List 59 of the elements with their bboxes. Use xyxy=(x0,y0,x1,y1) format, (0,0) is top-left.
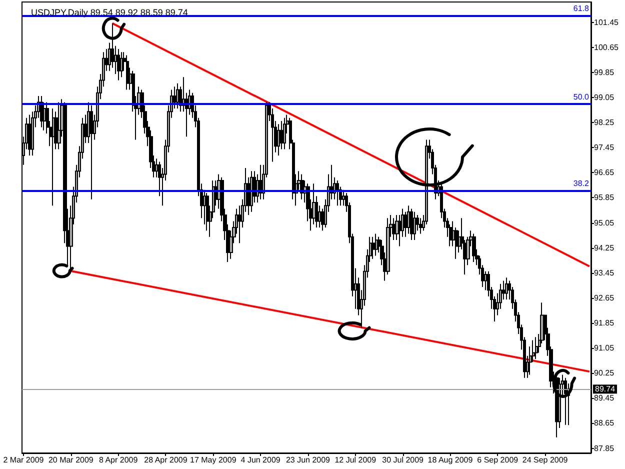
y-tick-label: 101.45 xyxy=(594,18,620,27)
ref-line-label: 89.74 xyxy=(595,384,616,394)
candlestick xyxy=(57,102,61,150)
y-tick-label: 95.85 xyxy=(594,193,615,202)
text: USDJPY,Daily 89.54 89.92 88.59 89.74 xyxy=(31,8,188,18)
x-tick-label: 30 Jul 2009 xyxy=(382,456,424,464)
y-tick-label: 97.45 xyxy=(594,143,615,152)
candlestick xyxy=(90,104,93,200)
candlestick xyxy=(283,117,286,150)
candlestick xyxy=(472,233,476,262)
annotation: 50.0 xyxy=(573,92,590,102)
candlestick xyxy=(419,218,422,234)
y-tick-label: 91.05 xyxy=(594,344,615,353)
candlestick xyxy=(259,164,262,200)
x-tick-label: 23 Jun 2009 xyxy=(286,456,331,464)
y-tick-label: 89.45 xyxy=(594,394,615,403)
candlestick xyxy=(535,336,538,360)
candlestick xyxy=(40,95,43,128)
x-tick-label: 20 Mar 2009 xyxy=(48,456,94,464)
y-tick-label: 99.85 xyxy=(594,68,615,77)
y-tick-label: 91.85 xyxy=(594,318,615,328)
candlestick xyxy=(336,180,339,206)
x-tick-label: 6 Sep 2009 xyxy=(477,456,519,464)
y-tick-label: 87.85 xyxy=(594,444,615,453)
y-tick-label: 93.45 xyxy=(594,268,615,278)
candlestick xyxy=(126,54,129,90)
candlestick xyxy=(372,236,375,260)
candlestick xyxy=(117,48,120,81)
x-tick-label: 18 Aug 2009 xyxy=(428,456,474,464)
x-tick-label: 8 Apr 2009 xyxy=(98,456,138,464)
x-tick-label: 4 Jun 2009 xyxy=(240,456,281,464)
x-tick-label: 28 Apr 2009 xyxy=(144,456,188,464)
candlestick xyxy=(505,277,508,300)
y-tick-label: 88.65 xyxy=(594,418,615,428)
y-tick-label: 92.65 xyxy=(594,293,615,302)
y-tick-label: 96.65 xyxy=(594,168,615,178)
x-tick-label: 24 Sep 2009 xyxy=(522,456,568,464)
y-tick-label: 100.65 xyxy=(594,42,620,52)
y-tick-label: 98.25 xyxy=(594,118,615,128)
y-tick-label: 94.25 xyxy=(594,243,615,252)
candlestick xyxy=(564,377,567,426)
candlestick xyxy=(120,52,123,78)
x-tick-label: 2 Mar 2009 xyxy=(3,456,44,464)
candlestick xyxy=(52,108,55,206)
candlestick xyxy=(413,211,416,241)
candlestick xyxy=(277,124,280,156)
candlestick xyxy=(250,170,253,212)
candlestick xyxy=(28,114,31,156)
annotation: 61.8 xyxy=(573,4,590,13)
y-tick-label: 99.05 xyxy=(594,93,615,102)
x-tick-label: 17 May 2009 xyxy=(190,456,237,464)
candlestick xyxy=(375,233,378,256)
candlestick xyxy=(176,82,179,109)
y-tick-label: 95.05 xyxy=(594,218,615,228)
annotation: 38.2 xyxy=(573,179,590,188)
candlestick xyxy=(410,208,413,241)
y-tick-label: 90.25 xyxy=(594,368,615,378)
x-tick-label: 12 Jul 2009 xyxy=(334,456,377,464)
candlestick xyxy=(392,218,396,241)
